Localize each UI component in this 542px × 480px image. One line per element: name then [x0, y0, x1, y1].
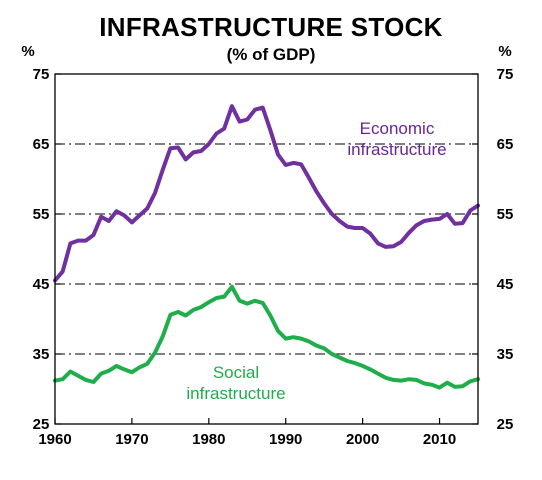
y-tick-label-left: 55: [33, 206, 50, 223]
y-unit-left: %: [21, 43, 34, 60]
y-tick-label-right: 35: [497, 346, 514, 363]
social-infrastructure-label: Social infrastructure: [186, 363, 285, 403]
economic-infrastructure-label: Economic infrastructure: [347, 119, 446, 159]
y-unit-right: %: [498, 43, 511, 60]
plot-frame: [54, 73, 479, 425]
series-lines: [53, 104, 480, 390]
y-tick-label-left: 35: [33, 346, 50, 363]
y-tick-label-right: 45: [497, 276, 514, 293]
x-tick-label: 1960: [38, 431, 71, 448]
y-tick-label-right: 25: [497, 416, 514, 433]
x-tick-label: 2010: [423, 431, 456, 448]
axis-ticks: 25 25 35 35 45 45 55 55 65 65 75 75 1960 1970 1980 1990…: [33, 66, 514, 448]
y-tick-label-right: 65: [497, 136, 514, 153]
x-tick-label: 1980: [192, 431, 225, 448]
economic-infrastructure-line: [53, 104, 480, 283]
y-tick-label-left: 25: [33, 416, 50, 433]
y-tick-label-right: 75: [497, 66, 514, 83]
social-infrastructure-line: [53, 284, 480, 390]
y-tick-label-left: 45: [33, 276, 50, 293]
series-labels: Economic infrastructure Social infrastructu…: [186, 119, 446, 403]
y-tick-label-left: 75: [33, 66, 50, 83]
y-tick-label-right: 55: [497, 206, 514, 223]
x-tick-label: 1990: [269, 431, 302, 448]
grid-lines: [55, 143, 478, 355]
chart-subtitle: (% of GDP): [226, 45, 316, 64]
chart-title: INFRASTRUCTURE STOCK: [99, 12, 443, 42]
x-tick-label: 1970: [115, 431, 148, 448]
x-tick-label: 2000: [346, 431, 379, 448]
y-tick-label-left: 65: [33, 136, 50, 153]
